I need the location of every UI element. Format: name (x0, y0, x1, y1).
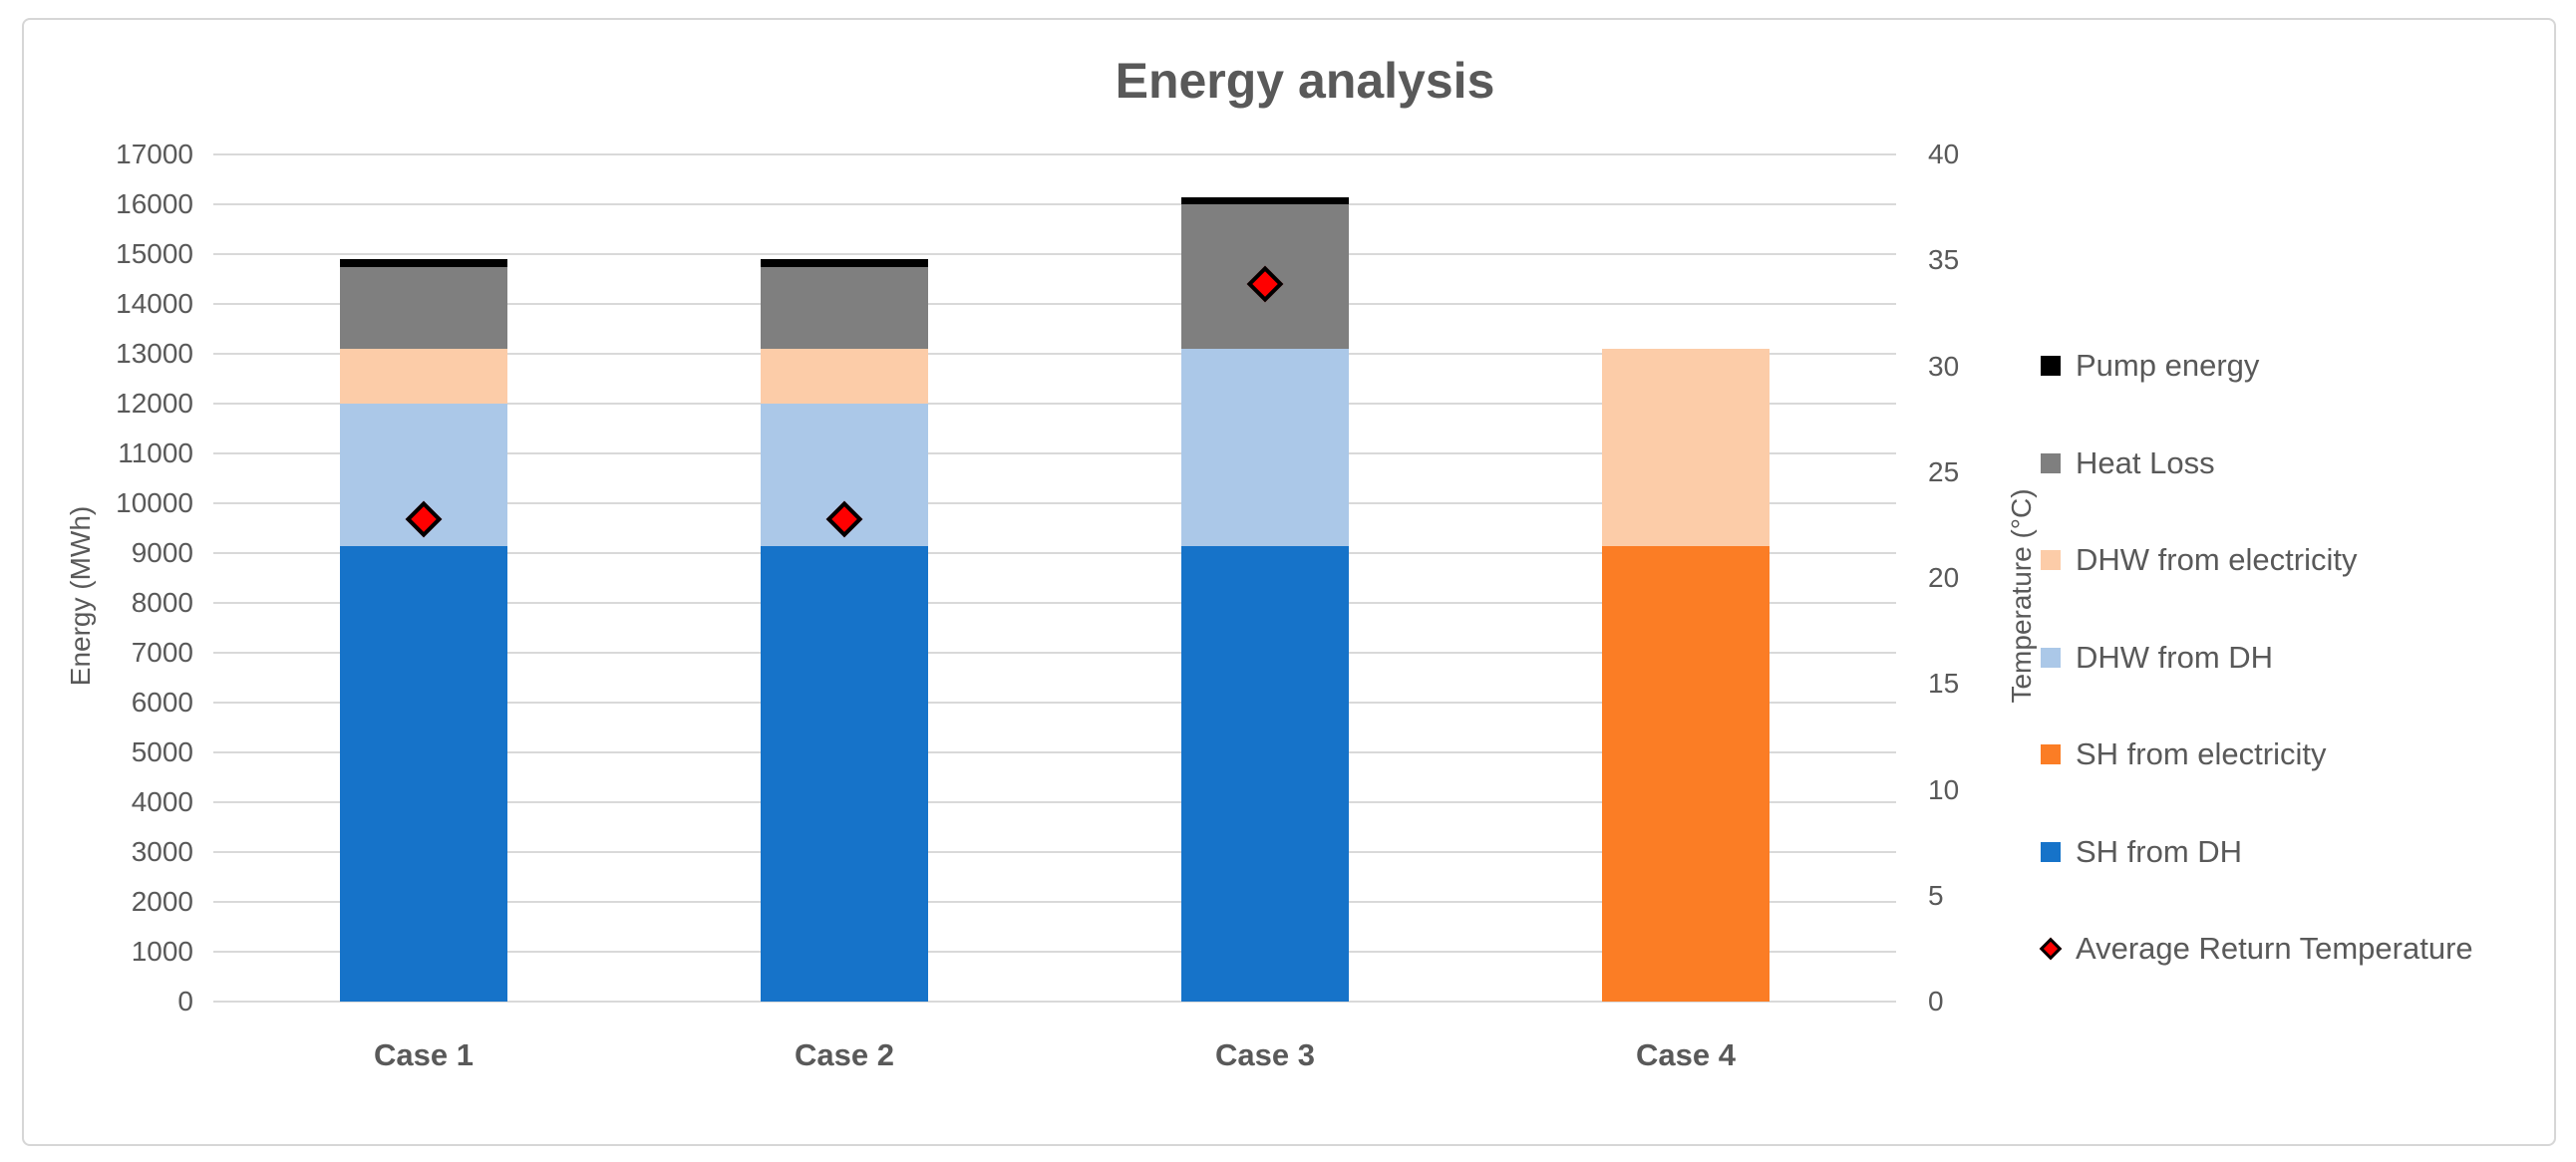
gridline (213, 652, 1896, 654)
left-axis-title: Energy (MWh) (65, 505, 96, 687)
x-axis-label-case-3: Case 3 (1215, 1037, 1315, 1072)
gridline (213, 851, 1896, 853)
legend-swatch-icon (2041, 744, 2061, 764)
left-axis-tick-label: 12000 (116, 388, 193, 419)
legend-swatch-icon (2041, 452, 2061, 473)
left-axis-tick-label: 10000 (116, 487, 193, 518)
right-axis-title: Temperature (°C) (2006, 488, 2037, 704)
bar-segment-sh-from-electricity-case-4 (1602, 545, 1770, 1002)
left-axis-tick-label: 14000 (116, 288, 193, 319)
gridline (213, 303, 1896, 305)
right-axis-tick-label: 20 (1928, 562, 1960, 593)
left-axis-tick-label: 15000 (116, 238, 193, 269)
right-axis-tick-label: 25 (1928, 455, 1960, 487)
left-axis-tick-label: 7000 (131, 637, 193, 668)
legend-label: DHW from electricity (2076, 542, 2358, 577)
gridline (213, 403, 1896, 405)
left-axis-tick-label: 9000 (131, 537, 193, 568)
left-axis-tick-label: 5000 (131, 736, 193, 767)
bar-segment-sh-from-dh-case-2 (761, 545, 928, 1002)
gridline (213, 552, 1896, 554)
legend-swatch-icon (2041, 550, 2061, 570)
left-axis-tick-label: 0 (177, 986, 193, 1017)
legend-swatch-icon (2041, 647, 2061, 668)
legend-swatch-icon (2041, 356, 2061, 376)
left-axis-tick-label: 8000 (131, 587, 193, 618)
left-axis-tick-label: 17000 (116, 139, 193, 169)
right-axis-tick-label: 40 (1928, 139, 1960, 169)
gridline (213, 801, 1896, 803)
bar-segment-heat-loss-case-1 (340, 266, 507, 349)
left-axis-tick-label: 2000 (131, 886, 193, 917)
legend-label: Heat Loss (2076, 444, 2215, 480)
legend-label: SH from DH (2076, 833, 2243, 869)
legend-label: Pump energy (2076, 348, 2260, 383)
bar-segment-pump-energy-case-2 (761, 259, 928, 267)
legend-label: DHW from DH (2076, 639, 2274, 675)
legend-swatch-icon (2041, 841, 2061, 862)
legend-label: SH from electricity (2076, 736, 2327, 771)
bar-segment-sh-from-dh-case-1 (340, 545, 507, 1002)
bar-segment-pump-energy-case-3 (1181, 196, 1349, 204)
right-axis-tick-label: 0 (1928, 986, 1944, 1017)
x-axis-label-case-1: Case 1 (374, 1037, 474, 1072)
gridline (213, 1001, 1896, 1003)
gridline (213, 951, 1896, 953)
gridline (213, 901, 1896, 903)
bar-segment-dhw-from-electricity-case-2 (761, 349, 928, 404)
left-axis-tick-label: 11000 (118, 437, 193, 468)
left-axis-tick-label: 16000 (116, 188, 193, 219)
x-axis-label-case-4: Case 4 (1636, 1037, 1736, 1072)
chart-title: Energy analysis (1115, 53, 1495, 109)
right-axis-tick-label: 30 (1928, 350, 1960, 382)
left-axis-tick-label: 13000 (116, 338, 193, 369)
left-axis-tick-label: 4000 (131, 786, 193, 817)
gridline (213, 751, 1896, 753)
legend-diamond-icon (2039, 937, 2063, 961)
right-axis-tick-label: 5 (1928, 879, 1944, 911)
right-axis-tick-label: 35 (1928, 244, 1960, 276)
bar-segment-dhw-from-electricity-case-1 (340, 349, 507, 404)
left-axis-tick-label: 6000 (131, 687, 193, 718)
gridline (213, 502, 1896, 504)
gridline (213, 353, 1896, 355)
bar-segment-pump-energy-case-1 (340, 259, 507, 267)
bar-segment-dhw-from-dh-case-3 (1181, 349, 1349, 546)
right-axis-tick-label: 10 (1928, 773, 1960, 805)
bar-segment-dhw-from-electricity-case-4 (1602, 349, 1770, 546)
chart-frame: Energy analysis 0 1000 2000 3000 4000 5000 600… (22, 18, 2556, 1146)
bar-segment-heat-loss-case-2 (761, 266, 928, 349)
gridline (213, 153, 1896, 155)
right-axis-tick-label: 15 (1928, 668, 1960, 700)
gridline (213, 253, 1896, 255)
bar-segment-sh-from-dh-case-3 (1181, 545, 1349, 1002)
left-axis-tick-label: 3000 (131, 836, 193, 867)
gridline (213, 452, 1896, 454)
x-axis-label-case-2: Case 2 (795, 1037, 894, 1072)
gridline (213, 602, 1896, 604)
gridline (213, 702, 1896, 704)
legend-label: Average Return Temperature (2076, 931, 2473, 966)
left-axis-tick-label: 1000 (131, 936, 193, 967)
gridline (213, 203, 1896, 205)
